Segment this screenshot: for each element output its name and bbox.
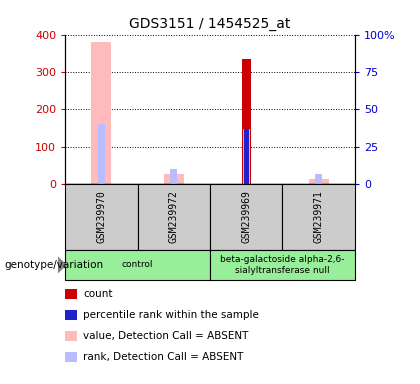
Polygon shape	[58, 257, 67, 273]
Text: GSM239972: GSM239972	[169, 190, 179, 243]
Bar	[65, 250, 210, 280]
Text: count: count	[83, 289, 113, 299]
Bar	[91, 42, 111, 184]
Text: genotype/variation: genotype/variation	[4, 260, 103, 270]
Bar	[243, 129, 250, 184]
Bar	[170, 169, 177, 184]
Text: percentile rank within the sample: percentile rank within the sample	[83, 310, 259, 320]
Bar	[210, 250, 355, 280]
Bar	[98, 124, 105, 184]
Bar	[138, 184, 210, 250]
Bar	[309, 179, 329, 184]
Bar	[210, 184, 282, 250]
Text: GDS3151 / 1454525_at: GDS3151 / 1454525_at	[129, 17, 291, 31]
Text: GSM239971: GSM239971	[314, 190, 324, 243]
Text: value, Detection Call = ABSENT: value, Detection Call = ABSENT	[83, 331, 249, 341]
Text: beta-galactoside alpha-2,6-
sialyltransferase null: beta-galactoside alpha-2,6- sialyltransf…	[220, 255, 345, 275]
Bar	[244, 129, 249, 184]
Bar	[315, 174, 322, 184]
Text: GSM239970: GSM239970	[96, 190, 106, 243]
Bar	[164, 174, 184, 184]
Bar	[241, 59, 251, 184]
Text: GSM239969: GSM239969	[241, 190, 251, 243]
Bar	[282, 184, 355, 250]
Text: rank, Detection Call = ABSENT: rank, Detection Call = ABSENT	[83, 352, 244, 362]
Text: control: control	[122, 260, 153, 270]
Bar	[65, 184, 138, 250]
